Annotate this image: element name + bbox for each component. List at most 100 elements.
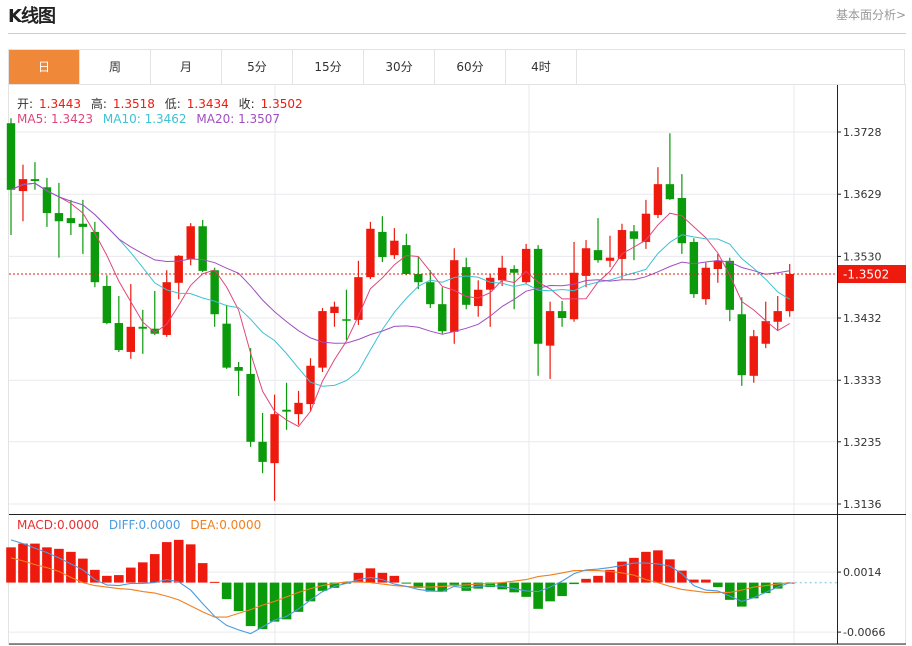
close-value: 1.3502 [260, 97, 303, 111]
macd-bar [629, 557, 639, 583]
macd-bar [102, 575, 112, 583]
diff-line [10, 539, 790, 635]
macd-bar [389, 575, 400, 583]
macd-bar [605, 569, 615, 583]
macd-bar [401, 582, 412, 584]
candle-body [294, 402, 303, 415]
period-tabs: 日 周 月 5分 15分 30分 60分 4时 [8, 49, 905, 84]
candle-body [270, 414, 279, 464]
macd-bar [689, 579, 699, 583]
macd-bar [521, 582, 531, 597]
candle-body [366, 228, 375, 278]
candle-body [486, 277, 495, 290]
macd-bar [281, 582, 292, 620]
macd-bar [653, 550, 663, 583]
macd-bar [221, 582, 232, 600]
candle-body [222, 323, 231, 368]
low-value: 1.3434 [186, 97, 229, 111]
high-label: 高: [90, 97, 107, 111]
candle-body [521, 248, 531, 283]
candle-body [102, 285, 112, 324]
diff-value: DIFF:0.0000 [108, 518, 181, 532]
macd-bar [353, 572, 364, 583]
candle-body [378, 231, 387, 258]
macd-bar [377, 572, 388, 583]
macd-bar [485, 582, 495, 588]
tab-4hour[interactable]: 4时 [506, 50, 577, 84]
macd-legend: MACD:0.0000 DIFF:0.0000 DEA:0.0000 [17, 518, 267, 532]
candle-body [665, 184, 675, 200]
candle-body [162, 282, 171, 335]
ma20-line [10, 182, 790, 344]
macd-bar [545, 582, 555, 602]
candle-body [653, 184, 663, 215]
macd-bar [161, 542, 172, 583]
last-price-badge [838, 265, 906, 284]
macd-bar [257, 582, 268, 630]
tab-30min[interactable]: 30分 [364, 50, 435, 84]
axis-tick-label: 1.3333 [843, 374, 882, 387]
candle-body [90, 231, 100, 283]
candle-body [557, 311, 567, 318]
candle-body [342, 319, 351, 321]
high-value: 1.3518 [112, 97, 155, 111]
candle-body [773, 311, 782, 322]
candle-body [138, 326, 147, 329]
chart-frame [8, 84, 906, 645]
price-axis: 1.3728 1.3629 1.3530 1.3432 1.3333 1.3235 1.31… [837, 85, 906, 644]
macd-bar [557, 582, 567, 597]
macd-bar [677, 570, 687, 583]
macd-bar [617, 561, 627, 583]
axis-tick-label: 1.3629 [843, 188, 882, 201]
macd-bar [66, 551, 76, 583]
candle-body [78, 223, 88, 227]
axis-tick-label: 1.3136 [843, 498, 882, 511]
macd-bar [114, 575, 124, 583]
candle-body [629, 231, 639, 239]
macd-bar [713, 582, 723, 588]
macd-bar [725, 582, 735, 600]
macd-bar [473, 582, 484, 589]
dea-value: DEA:0.0000 [190, 518, 262, 532]
candle-body [689, 241, 699, 295]
candle-body [737, 314, 746, 376]
ma5-value: MA5: 1.3423 [17, 112, 94, 126]
candle-body [450, 260, 459, 332]
tab-day[interactable]: 日 [9, 50, 80, 84]
candle-body [545, 311, 555, 346]
tab-60min[interactable]: 60分 [435, 50, 506, 84]
tab-15min[interactable]: 15分 [293, 50, 364, 84]
tab-5min[interactable]: 5分 [222, 50, 293, 84]
macd-bar [149, 554, 160, 583]
macd-bar [461, 582, 472, 591]
candle-body [605, 257, 615, 261]
macd-bar [760, 582, 771, 594]
fundamental-analysis-link[interactable]: 基本面分析> [835, 8, 906, 22]
macd-bar [54, 548, 64, 583]
candle-body [246, 373, 255, 442]
candle-body [354, 277, 363, 320]
macd-bar [533, 582, 543, 609]
axis-tick-label: 0.0014 [843, 566, 882, 579]
candle-body [150, 328, 159, 334]
axis-tick-label: 1.3235 [843, 436, 882, 449]
macd-bar [509, 582, 519, 593]
candle-body [677, 197, 687, 244]
candle-body [462, 267, 471, 305]
ma20-value: MA20: 1.3507 [196, 112, 281, 126]
macd-bar [42, 547, 52, 583]
candle-body [533, 248, 543, 344]
candle-body [234, 367, 243, 371]
candle-body [306, 365, 315, 405]
tab-month[interactable]: 月 [151, 50, 222, 84]
tab-week[interactable]: 周 [80, 50, 151, 84]
candle-body [725, 260, 734, 310]
axis-tick-label: 1.3728 [843, 126, 882, 139]
candle-body [186, 226, 195, 259]
macd-bar [736, 582, 747, 607]
candle-body [761, 321, 770, 344]
candle-body [282, 409, 291, 412]
ma5-line [10, 182, 790, 428]
candle-body [414, 274, 423, 283]
